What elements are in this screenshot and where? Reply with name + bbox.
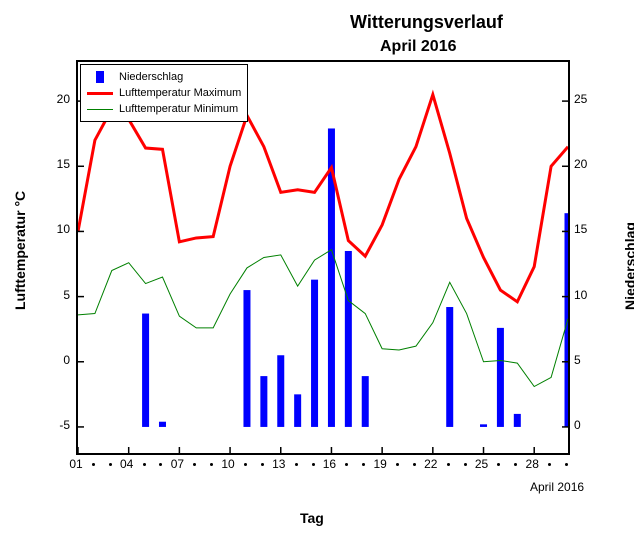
legend-label: Lufttemperatur Minimum [119, 101, 238, 117]
legend-swatch-bar [87, 71, 113, 83]
y-right-label: Niederschlag mm [622, 222, 634, 310]
x-label: Tag [300, 510, 324, 526]
y-left-label: Lufttemperatur °C [12, 191, 28, 310]
legend-item-tmax: Lufttemperatur Maximum [87, 85, 241, 101]
legend-label: Niederschlag [119, 69, 183, 85]
legend-item-precip: Niederschlag [87, 69, 241, 85]
legend-item-tmin: Lufttemperatur Minimum [87, 101, 241, 117]
legend: Niederschlag Lufttemperatur Maximum Luft… [80, 64, 248, 122]
legend-swatch-line-min [87, 109, 113, 110]
chart-title: Witterungsverlauf [350, 12, 503, 33]
footer-label: April 2016 [530, 480, 584, 494]
plot-area: Niederschlag Lufttemperatur Maximum Luft… [76, 60, 570, 455]
chart-subtitle: April 2016 [380, 38, 456, 56]
legend-label: Lufttemperatur Maximum [119, 85, 241, 101]
figure: Witterungsverlauf April 2016 Niederschla… [0, 0, 634, 542]
legend-swatch-line-max [87, 92, 113, 95]
